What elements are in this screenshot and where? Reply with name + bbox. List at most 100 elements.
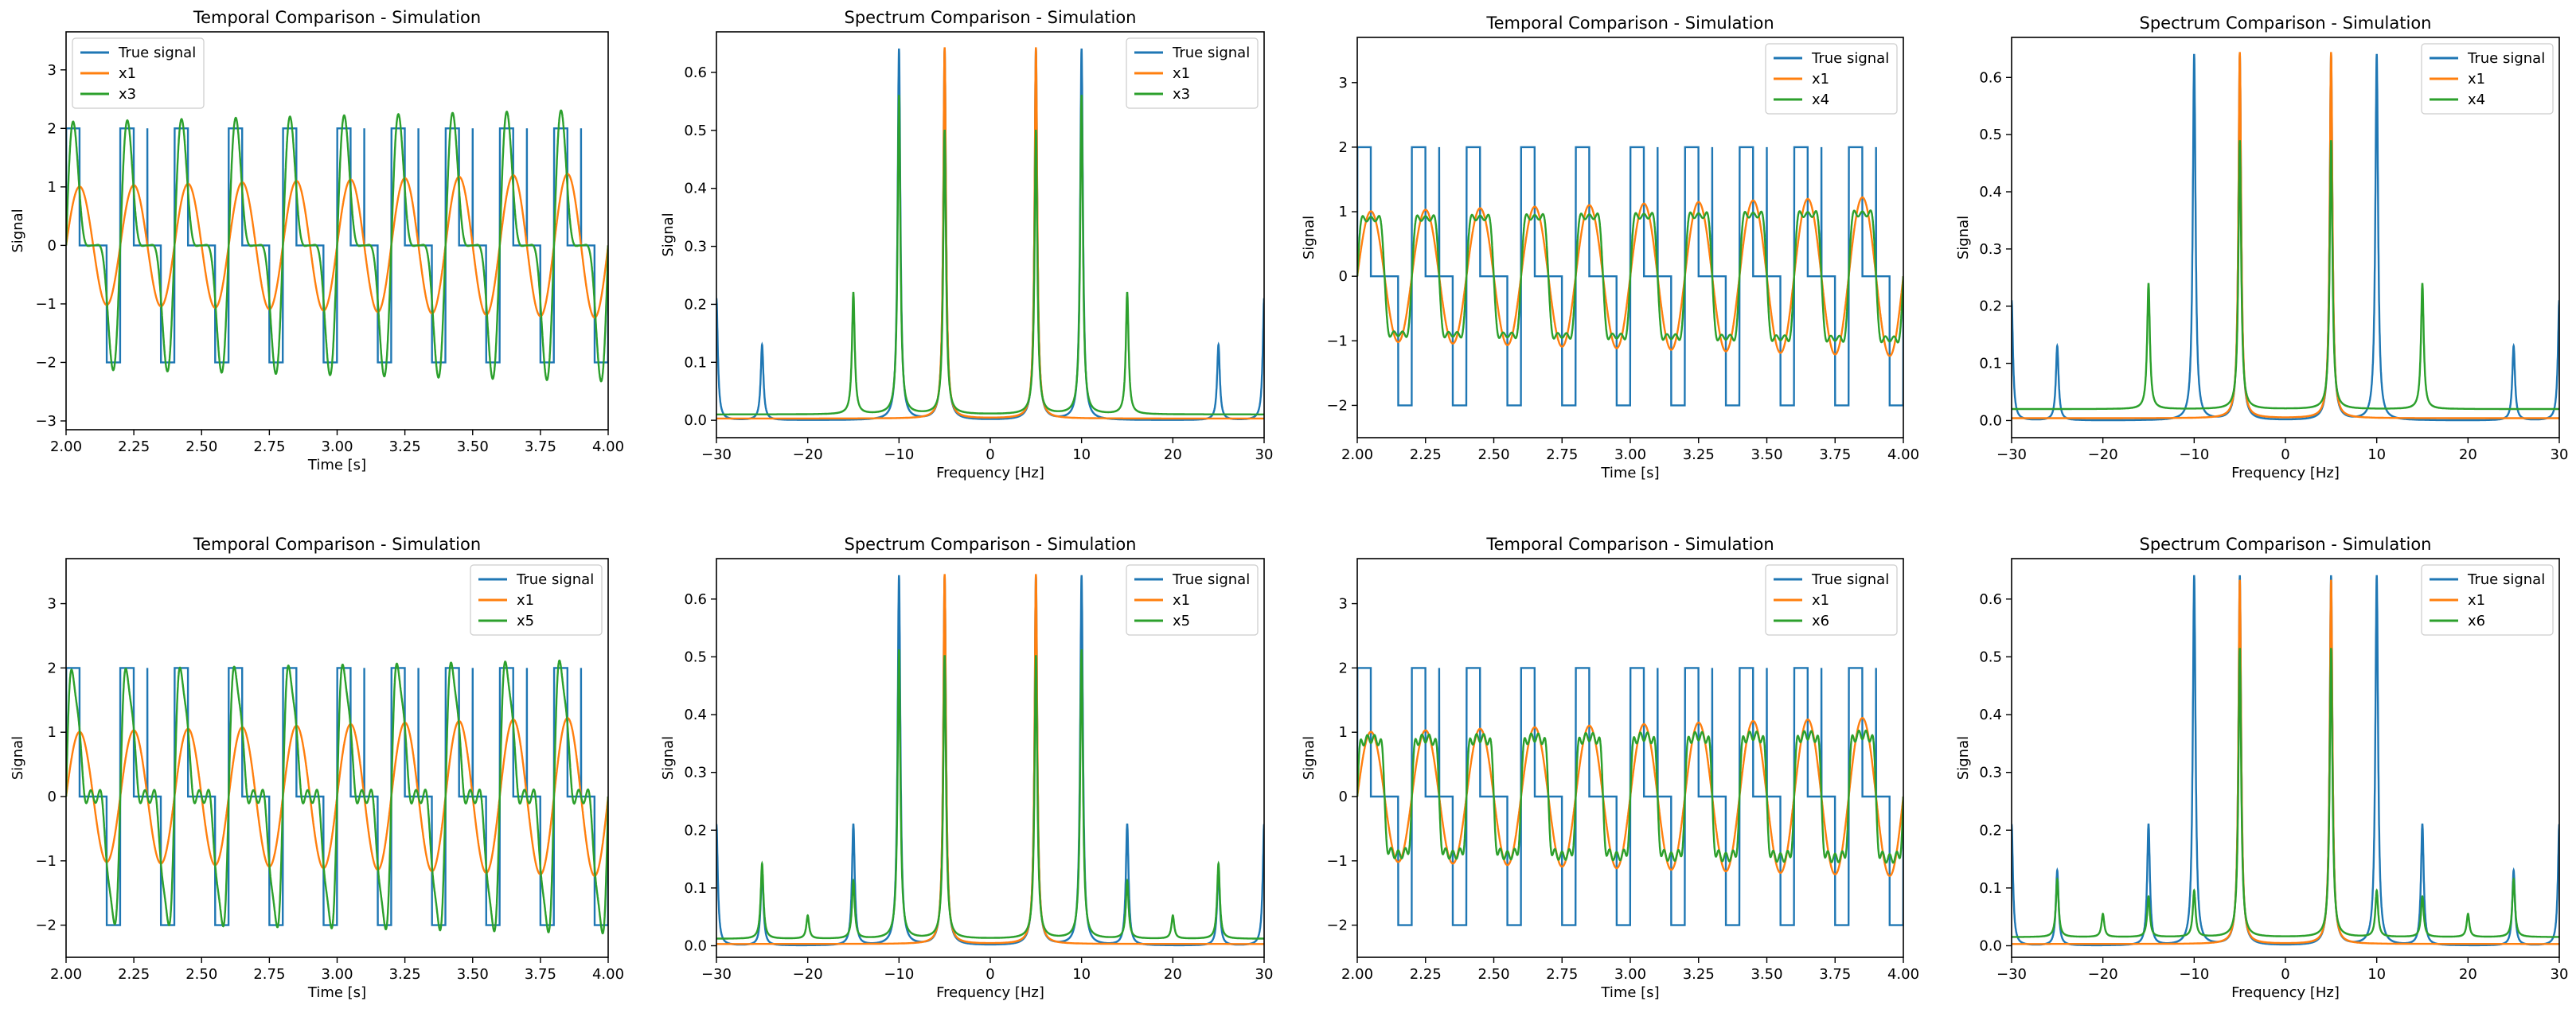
y-tick-label: −1 [1326, 333, 1348, 349]
legend-box [1765, 564, 1898, 636]
x-tick-label: 2.00 [50, 966, 82, 983]
chart-title: Spectrum Comparison - Simulation [2140, 14, 2432, 33]
legend-entry: x1 [1812, 71, 1829, 88]
y-tick-label: −1 [35, 853, 57, 870]
x-axis-label: Frequency [Hz] [2231, 984, 2340, 1001]
y-tick-label: 0.0 [1979, 937, 2002, 954]
x-tick-label: 4.00 [592, 438, 624, 455]
legend-box [1765, 43, 1898, 115]
legend: True signal x1 x5 [470, 564, 603, 636]
plot-area [2012, 52, 2559, 422]
chart-panel: 2.00 2.25 2.50 2.75 3.00 3.25 3.50 3.75 4.00 −2 −1… [1301, 14, 1919, 481]
x-tick-label: 30 [2551, 966, 2569, 983]
x-tick-label: 20 [2459, 446, 2477, 463]
series-line-true-signal [716, 575, 1264, 947]
x-tick-label: 2.75 [1546, 446, 1578, 463]
x-tick-label: −30 [1996, 966, 2027, 983]
y-tick-label: 0.1 [684, 354, 707, 371]
y-tick-label: −2 [35, 354, 57, 371]
x-tick-label: 2.00 [1341, 446, 1373, 463]
legend-entry: True signal [118, 45, 196, 61]
x-tick-label: 3.75 [525, 966, 556, 983]
y-tick-label: 0.4 [684, 707, 707, 723]
legend-entry: x1 [517, 592, 534, 609]
legend-entry: x6 [1812, 613, 1829, 629]
x-tick-label: 30 [2551, 446, 2569, 463]
x-tick-label: 2.25 [118, 966, 150, 983]
series-line-true-signal [2012, 575, 2559, 947]
x-tick-label: 30 [1255, 966, 1274, 983]
series-line-x1 [716, 47, 1264, 420]
y-tick-label: −1 [35, 296, 57, 313]
legend-entry: True signal [1811, 50, 1889, 67]
legend-entry: x1 [1173, 592, 1190, 609]
legend: True signal x1 x5 [1126, 564, 1259, 636]
chart-panel: 2.00 2.25 2.50 2.75 3.00 3.25 3.50 3.75 4.00 −2 −1… [10, 535, 624, 1001]
chart-panel: −30 −20 −10 0 10 20 30 0.0 0.1 0.2 0.3 0.4 0.5 0.6 Spe… [660, 535, 1273, 1001]
legend-entry: x1 [1812, 592, 1829, 609]
legend-box [1126, 37, 1259, 109]
y-tick-label: 0 [48, 789, 57, 805]
chart-panel: 2.00 2.25 2.50 2.75 3.00 3.25 3.50 3.75 4.00 −2 −1… [1301, 535, 1919, 1001]
y-tick-label: 0.2 [684, 296, 707, 313]
y-axis-label: Signal [10, 736, 26, 780]
x-tick-label: 2.75 [253, 438, 285, 455]
y-axis-label: Signal [660, 212, 677, 256]
y-tick-label: 2 [48, 120, 57, 137]
y-tick-label: −3 [35, 413, 57, 430]
x-tick-label: 0 [2281, 966, 2289, 983]
y-tick-label: 0.5 [1979, 127, 2002, 143]
x-tick-label: 4.00 [592, 966, 624, 983]
chart-panel: −30 −20 −10 0 10 20 30 0.0 0.1 0.2 0.3 0.4 0.5 0.6 Spe… [1955, 535, 2568, 1001]
x-tick-label: 3.00 [321, 966, 353, 983]
x-tick-label: −10 [2179, 446, 2209, 463]
legend-entry: True signal [2467, 571, 2545, 588]
chart-panel: −30 −20 −10 0 10 20 30 0.0 0.1 0.2 0.3 0.4 0.5 0.6 Spe… [660, 8, 1273, 481]
y-tick-label: 0.0 [1979, 412, 2002, 429]
plot-area [716, 574, 1264, 947]
x-tick-label: 2.25 [1410, 446, 1442, 463]
chart-panel: −30 −20 −10 0 10 20 30 0.0 0.1 0.2 0.3 0.4 0.5 0.6 Spe… [1955, 14, 2568, 481]
x-tick-label: 3.50 [1751, 446, 1782, 463]
x-tick-label: 20 [2459, 966, 2477, 983]
x-tick-label: 3.00 [1614, 446, 1646, 463]
x-tick-label: 10 [2367, 446, 2386, 463]
plot-area [2012, 575, 2559, 947]
series-line-x4 [2012, 140, 2559, 411]
series-line-x1 [2012, 579, 2559, 945]
plot-area [66, 659, 608, 935]
y-tick-label: 3 [48, 62, 57, 79]
x-tick-label: 3.50 [457, 966, 489, 983]
legend-entry: True signal [516, 571, 594, 588]
x-tick-label: 2.00 [50, 438, 82, 455]
x-tick-label: 3.25 [1683, 966, 1715, 983]
x-tick-label: −20 [2088, 966, 2118, 983]
legend-entry: x1 [2468, 71, 2485, 88]
x-tick-label: −20 [2088, 446, 2118, 463]
x-tick-label: 2.75 [1546, 966, 1578, 983]
y-tick-label: 0.5 [684, 649, 707, 665]
x-tick-label: −20 [793, 446, 823, 463]
series-line-x5 [66, 659, 608, 935]
series-line-x6 [2012, 648, 2559, 938]
x-tick-label: 0 [2281, 446, 2289, 463]
x-tick-label: −10 [884, 446, 914, 463]
legend-box [72, 37, 205, 109]
x-tick-label: 4.00 [1887, 966, 1919, 983]
y-tick-label: 0.6 [684, 591, 707, 608]
x-tick-label: 3.50 [457, 438, 489, 455]
x-tick-label: 4.00 [1887, 446, 1919, 463]
x-tick-label: 10 [2367, 966, 2386, 983]
x-tick-label: 2.00 [1341, 966, 1373, 983]
x-axis-label: Time [s] [307, 984, 366, 1001]
legend: True signal x1 x6 [1765, 564, 1898, 636]
legend: True signal x1 x3 [72, 37, 205, 109]
plot-area [1357, 146, 1903, 407]
x-tick-label: 2.25 [1410, 966, 1442, 983]
y-tick-label: 2 [48, 660, 57, 676]
x-axis-label: Frequency [Hz] [936, 984, 1044, 1001]
x-tick-label: −10 [884, 966, 914, 983]
x-tick-label: −30 [1996, 446, 2027, 463]
y-tick-label: 0.2 [1979, 298, 2002, 315]
x-tick-label: 3.25 [1683, 446, 1715, 463]
